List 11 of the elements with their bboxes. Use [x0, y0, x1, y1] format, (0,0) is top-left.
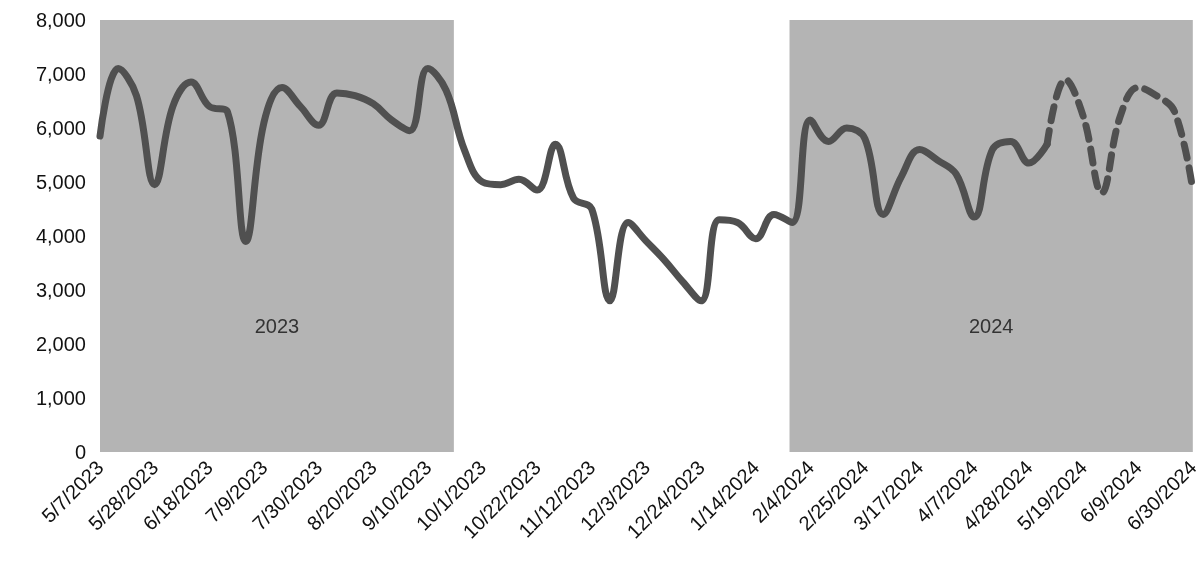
y-tick-label: 8,000 — [35, 9, 86, 31]
y-tick-label: 0 — [74, 441, 86, 463]
y-tick-label: 3,000 — [35, 279, 86, 301]
y-tick-label: 6,000 — [35, 117, 86, 139]
band-label: 2023 — [254, 315, 300, 337]
y-tick-label: 2,000 — [35, 333, 86, 355]
y-tick-label: 7,000 — [35, 63, 86, 85]
y-tick-label: 5,000 — [35, 171, 86, 193]
y-tick-label: 4,000 — [35, 225, 86, 247]
y-tick-label: 1,000 — [35, 387, 86, 409]
band-label: 2024 — [968, 315, 1014, 337]
